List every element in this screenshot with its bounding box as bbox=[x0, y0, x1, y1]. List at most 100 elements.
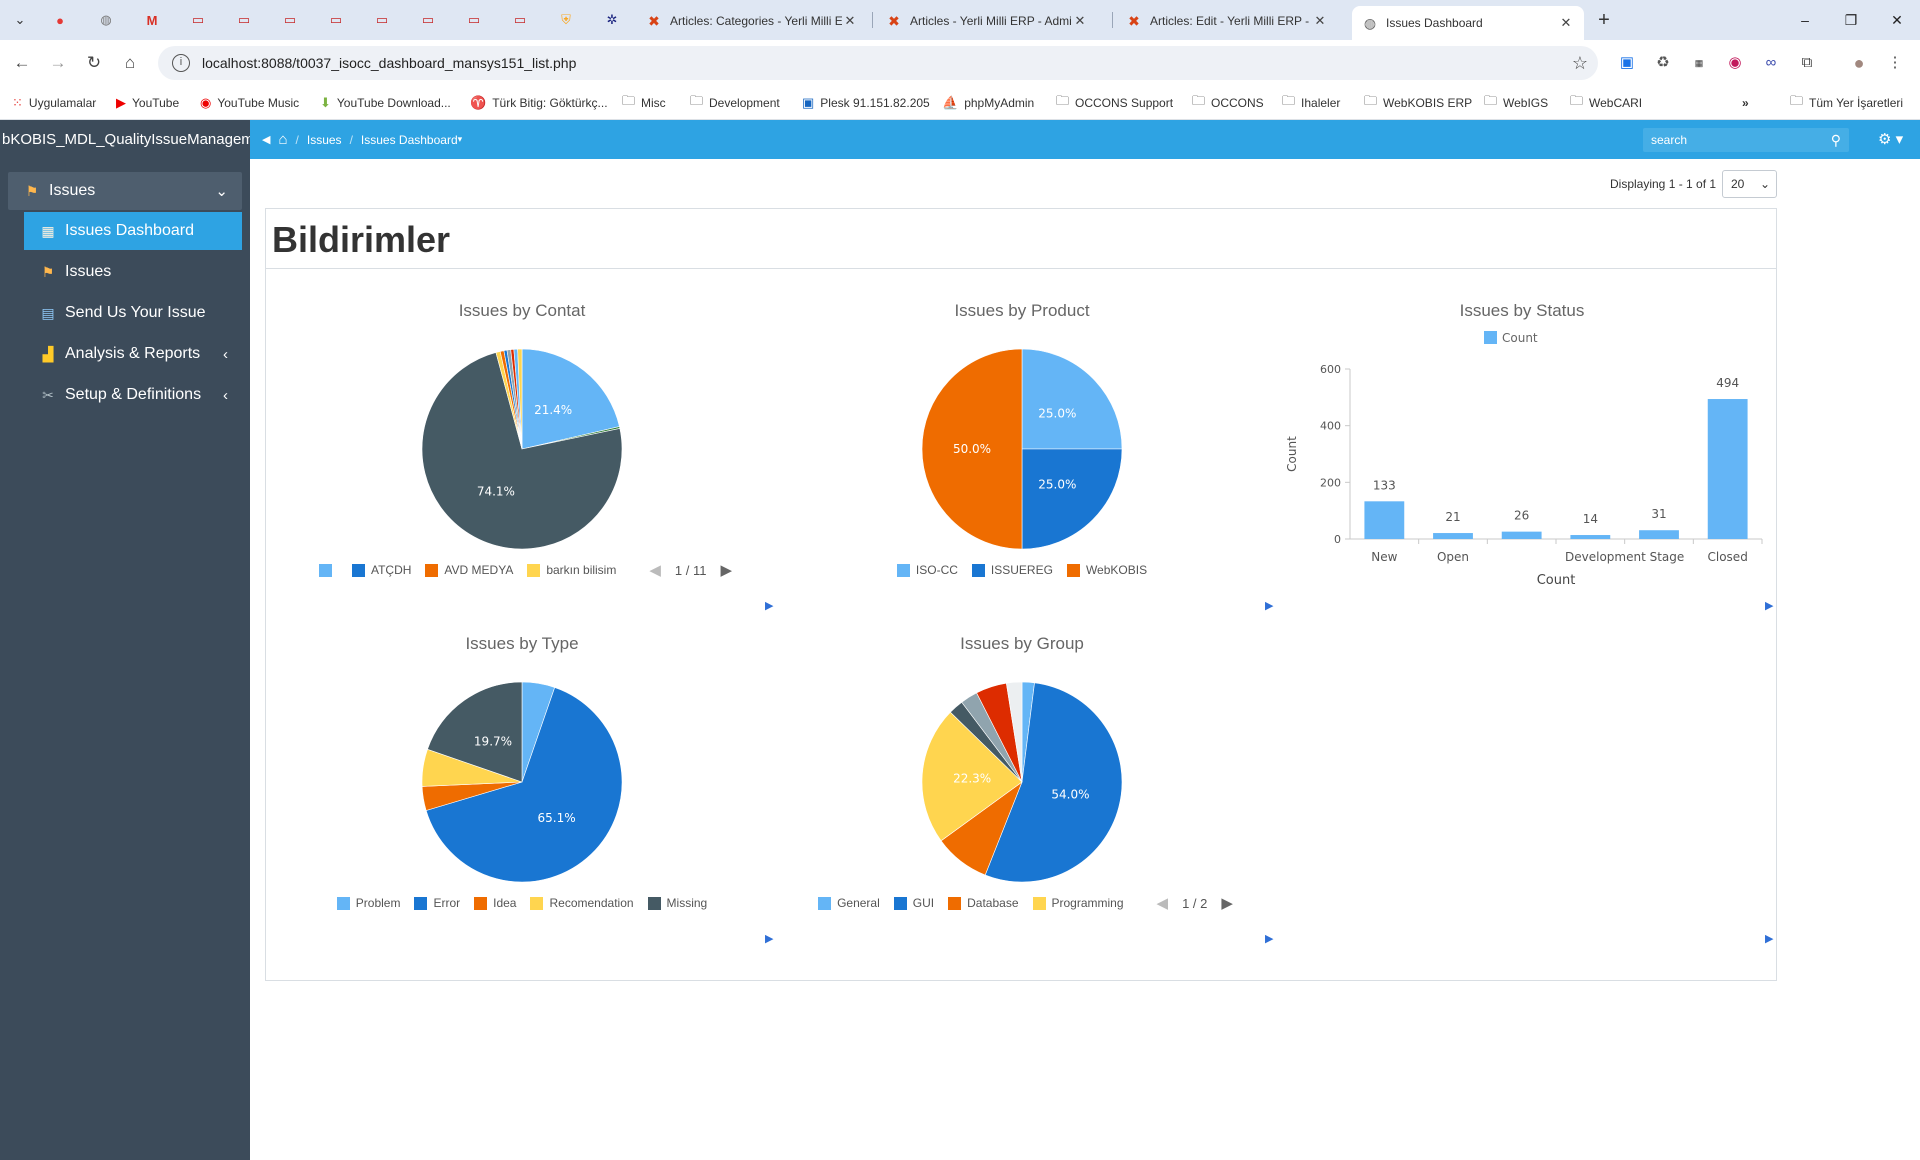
legend-item[interactable]: ISSUEREG bbox=[971, 563, 1053, 577]
color-extension-icon[interactable]: ◉ bbox=[1728, 54, 1742, 71]
legend-item[interactable]: Database bbox=[948, 896, 1019, 910]
sidebar-item-issues-group[interactable]: ⚑ Issues ⌄ bbox=[8, 172, 242, 210]
pie-slice[interactable] bbox=[517, 348, 523, 450]
pie-slice[interactable] bbox=[1006, 681, 1023, 783]
pie-chart-issues-by-product[interactable]: 25.0% 25.0% 50.0% bbox=[772, 321, 1272, 561]
pinned-tab-app-icon[interactable]: ▭ bbox=[237, 12, 251, 27]
pie-slice[interactable] bbox=[425, 687, 623, 883]
minimize-icon[interactable]: – bbox=[1801, 12, 1809, 28]
tab-search-chevron-icon[interactable]: ⌄ bbox=[14, 12, 26, 27]
pinned-tab-gmail-icon[interactable]: M bbox=[146, 12, 158, 28]
bookmark-item[interactable]: 🗀 OCCONS bbox=[1192, 93, 1264, 112]
pinned-tab-app-icon[interactable]: ▭ bbox=[467, 12, 481, 27]
sidebar-item-setup-definitions[interactable]: ✂ Setup & Definitions ‹ bbox=[24, 376, 242, 414]
bookmark-item[interactable]: ◉ YouTube Music bbox=[200, 94, 299, 112]
back-arrow-icon[interactable]: ← bbox=[13, 53, 31, 72]
gear-icon[interactable]: ⚙ ▾ bbox=[1878, 131, 1904, 148]
bar[interactable] bbox=[1707, 399, 1748, 539]
pinned-tab-app-icon[interactable]: ▭ bbox=[375, 12, 389, 27]
close-icon[interactable]: ✕ bbox=[1074, 13, 1086, 28]
breadcrumb-issues-dashboard[interactable]: Issues Dashboard bbox=[360, 132, 458, 147]
bookmark-item[interactable]: ⁙ Uygulamalar bbox=[12, 94, 96, 112]
legend-item[interactable]: AVD MEDYA bbox=[425, 563, 513, 577]
search-icon[interactable]: ⚲ bbox=[1830, 132, 1841, 148]
bar[interactable] bbox=[1433, 533, 1473, 539]
pie-slice[interactable] bbox=[1021, 348, 1123, 450]
bookmark-item[interactable]: 🗀 Development bbox=[690, 93, 780, 112]
pie-chart-issues-by-group[interactable]: 54.0% 22.3% bbox=[772, 654, 1272, 894]
restore-icon[interactable]: ❐ bbox=[1844, 12, 1858, 28]
pie-slice[interactable] bbox=[1021, 448, 1123, 550]
infinity-extension-icon[interactable]: ∞ bbox=[1765, 54, 1777, 71]
pie-slice[interactable] bbox=[427, 681, 523, 783]
legend-item[interactable]: Missing bbox=[647, 896, 707, 910]
caret-down-icon[interactable]: ▾ bbox=[457, 134, 463, 144]
extension-icon[interactable]: ▦ bbox=[1694, 58, 1704, 68]
more-bookmarks-chevron-icon[interactable]: » bbox=[1742, 96, 1749, 110]
bookmark-item[interactable]: ⬇ YouTube Download... bbox=[320, 94, 451, 112]
home-icon[interactable]: ⌂ bbox=[278, 131, 288, 148]
sidebar-item-issues-dashboard[interactable]: ▦ Issues Dashboard bbox=[24, 212, 242, 250]
bookmark-item[interactable]: ▶ YouTube bbox=[116, 94, 179, 112]
reload-icon[interactable]: ↻ bbox=[86, 53, 102, 72]
legend-next-arrow-icon[interactable]: ▶ bbox=[720, 562, 733, 579]
close-icon[interactable]: ✕ bbox=[1560, 15, 1572, 30]
bookmark-item[interactable]: ⛵ phpMyAdmin bbox=[942, 94, 1034, 112]
legend-item[interactable]: Recomendation bbox=[530, 896, 634, 910]
sidebar-toggle-icon[interactable]: ◀ bbox=[262, 134, 271, 146]
new-tab-plus-icon[interactable]: + bbox=[1598, 8, 1610, 31]
browser-tab[interactable]: ✖ Articles: Categories - Yerli Milli E ✕ bbox=[636, 6, 868, 36]
chart-menu-arrow-icon[interactable]: ▶ bbox=[1765, 933, 1774, 945]
browser-tab[interactable]: ✖ Articles: Edit - Yerli Milli ERP - A ✕ bbox=[1116, 6, 1338, 36]
legend-next-arrow-icon[interactable]: ▶ bbox=[1221, 895, 1233, 912]
pie-slice[interactable] bbox=[921, 711, 1023, 842]
bar-chart-issues-by-status[interactable]: Count 0 200 400 600 Count 133 New 21 Open 26 14 Deve… bbox=[1272, 321, 1772, 591]
chart-menu-arrow-icon[interactable]: ▶ bbox=[1765, 600, 1774, 612]
legend-label[interactable]: Count bbox=[1502, 331, 1538, 345]
close-icon[interactable]: ✕ bbox=[1314, 13, 1326, 28]
legend-item[interactable]: ISO-CC bbox=[896, 563, 958, 577]
pinned-tab-app-icon[interactable]: ▭ bbox=[421, 12, 435, 27]
pinned-tab-app-icon[interactable]: ▭ bbox=[191, 12, 205, 27]
bookmark-item[interactable]: 🗀 Misc bbox=[622, 93, 666, 112]
forward-arrow-icon[interactable]: → bbox=[49, 53, 67, 72]
chart-menu-arrow-icon[interactable]: ▶ bbox=[765, 600, 774, 612]
legend-item[interactable]: Programming bbox=[1032, 896, 1124, 910]
legend-item[interactable]: General bbox=[818, 896, 880, 910]
pinned-tab-app-icon[interactable]: ▭ bbox=[283, 12, 297, 27]
legend-item[interactable]: barkın bilisim bbox=[527, 563, 616, 577]
all-bookmarks[interactable]: 🗀 Tüm Yer İşaretleri bbox=[1790, 93, 1903, 112]
legend-item[interactable] bbox=[318, 563, 338, 577]
bar[interactable] bbox=[1639, 530, 1679, 539]
app-brand[interactable]: bKOBIS_MDL_QualityIssueManagem bbox=[0, 120, 250, 159]
pie-slice[interactable] bbox=[921, 348, 1023, 550]
translate-extension-icon[interactable]: ▣ bbox=[1619, 54, 1635, 71]
pie-slice[interactable] bbox=[521, 348, 620, 450]
chart-menu-arrow-icon[interactable]: ▶ bbox=[765, 933, 774, 945]
bar[interactable] bbox=[1570, 535, 1611, 539]
legend-prev-arrow-icon[interactable]: ◀ bbox=[649, 562, 661, 579]
pinned-tab-globe-icon[interactable]: ◍ bbox=[100, 12, 112, 27]
profile-avatar-icon[interactable]: ● bbox=[1853, 53, 1865, 73]
bookmark-item[interactable]: 🗀 WebKOBIS ERP bbox=[1364, 93, 1472, 112]
legend-prev-arrow-icon[interactable]: ◀ bbox=[1156, 895, 1169, 912]
chart-menu-arrow-icon[interactable]: ▶ bbox=[1265, 933, 1274, 945]
kebab-menu-icon[interactable]: ⋮ bbox=[1887, 54, 1903, 71]
sidebar-item-issues[interactable]: ⚑ Issues bbox=[24, 253, 242, 291]
bookmark-item[interactable]: 🗀 WebIGS bbox=[1484, 93, 1548, 112]
address-bar[interactable]: i localhost:8088/t0037_isocc_dashboard_m… bbox=[158, 46, 1598, 80]
bookmark-item[interactable]: 🗀 OCCONS Support bbox=[1056, 93, 1173, 112]
page-size-select[interactable]: 20 ⌄ bbox=[1722, 170, 1777, 198]
browser-tab[interactable]: ✖ Articles - Yerli Milli ERP - Admin ✕ bbox=[876, 6, 1098, 36]
breadcrumb-issues[interactable]: Issues bbox=[306, 132, 342, 147]
sidebar-item-send-issue[interactable]: ▤ Send Us Your Issue bbox=[24, 294, 242, 332]
puzzle-extensions-icon[interactable]: ⧉ bbox=[1801, 54, 1813, 71]
pinned-tab-tool-icon[interactable]: ✲ bbox=[606, 12, 618, 27]
close-icon[interactable]: ✕ bbox=[844, 13, 856, 28]
legend-item[interactable]: Error bbox=[414, 896, 460, 910]
window-close-icon[interactable]: ✕ bbox=[1891, 12, 1903, 28]
site-info-icon[interactable]: i bbox=[172, 54, 190, 72]
bookmark-item[interactable]: 🗀 WebCARI bbox=[1570, 93, 1642, 112]
pinned-tab-shield-icon[interactable]: ⛨ bbox=[561, 12, 571, 27]
browser-tab-active[interactable]: ◍ Issues Dashboard ✕ bbox=[1352, 6, 1584, 40]
